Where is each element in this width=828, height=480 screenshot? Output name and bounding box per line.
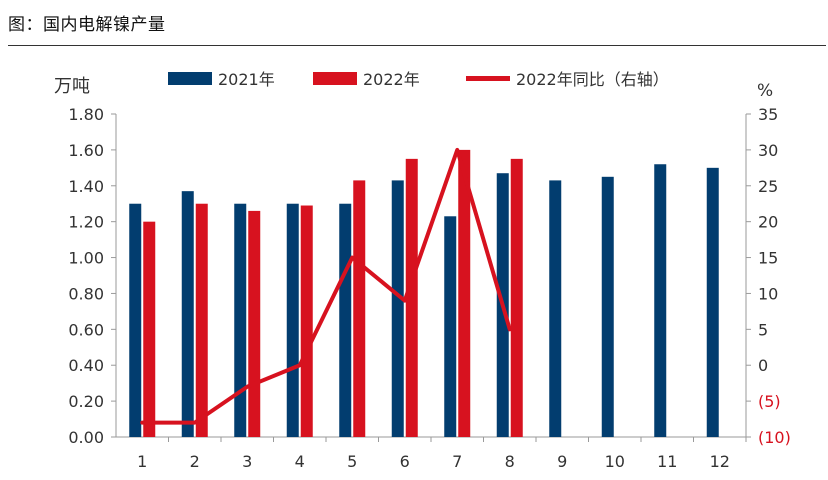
- x-tick-label: 9: [557, 452, 567, 471]
- x-tick-label: 6: [400, 452, 410, 471]
- right-tick-label: 25: [758, 177, 778, 196]
- left-tick-label: 1.00: [68, 249, 104, 268]
- bar-2021: [444, 216, 457, 437]
- bar-2021: [181, 191, 194, 437]
- right-tick-label: (10): [758, 428, 791, 447]
- bar-2021: [286, 203, 299, 437]
- right-tick-label: 0: [758, 356, 768, 375]
- bars: [129, 149, 719, 438]
- legend-label: 2022年同比（右轴）: [516, 70, 669, 89]
- left-tick-label: 0.40: [68, 356, 104, 375]
- legend-swatch: [466, 76, 510, 81]
- left-tick-label: 0.00: [68, 428, 104, 447]
- x-tick-label: 7: [452, 452, 462, 471]
- bar-2021: [601, 176, 614, 438]
- legend: 2021年 2022年 2022年同比（右轴）: [168, 70, 669, 89]
- x-tick-label: 4: [295, 452, 305, 471]
- bar-2022: [405, 158, 418, 437]
- right-tick-label: 10: [758, 284, 778, 303]
- left-tick-label: 1.80: [68, 105, 104, 124]
- legend-label: 2021年: [218, 70, 275, 89]
- x-tick-label: 10: [605, 452, 625, 471]
- bar-2022: [195, 203, 208, 437]
- left-tick-label: 0.80: [68, 284, 104, 303]
- bar-2022: [353, 180, 366, 437]
- yoy-line-path: [140, 147, 512, 425]
- bar-2021: [234, 203, 247, 437]
- right-tick-label: (5): [758, 392, 781, 411]
- right-tick-label: 35: [758, 105, 778, 124]
- y-right-label: %: [757, 81, 773, 101]
- bar-2021: [549, 180, 562, 437]
- bar-2021: [706, 167, 719, 438]
- title-divider: [8, 45, 826, 46]
- y-left-label: 万吨: [54, 76, 90, 97]
- bar-2022: [458, 149, 471, 437]
- x-tick-label: 5: [347, 452, 357, 471]
- x-tick-label: 12: [710, 452, 730, 471]
- right-tick-label: 15: [758, 249, 778, 268]
- bar-2021: [339, 203, 352, 437]
- left-tick-label: 0.60: [68, 320, 104, 339]
- axes: 0.00 0.20 0.40 0.60 0.80 1.00 1.20 1.40 1.60 1.80…: [54, 76, 791, 471]
- bar-2021: [654, 164, 667, 437]
- x-tick-label: 8: [505, 452, 515, 471]
- bar-2022: [143, 221, 156, 437]
- bar-2022: [510, 158, 523, 437]
- x-tick-label: 11: [657, 452, 677, 471]
- yoy-line: [140, 147, 512, 425]
- bar-2021: [129, 203, 142, 437]
- x-tick-label: 2: [190, 452, 200, 471]
- legend-swatch: [168, 72, 212, 85]
- legend-label: 2022年: [363, 70, 420, 89]
- right-tick-label: 20: [758, 213, 778, 232]
- bar-2022: [300, 205, 313, 437]
- left-tick-label: 1.60: [68, 141, 104, 160]
- bar-2021: [391, 180, 404, 437]
- right-tick-label: 30: [758, 141, 778, 160]
- right-tick-label: 5: [758, 320, 768, 339]
- bar-2022: [248, 210, 261, 437]
- legend-swatch: [313, 72, 357, 85]
- left-tick-label: 0.20: [68, 392, 104, 411]
- left-tick-label: 1.20: [68, 213, 104, 232]
- x-tick-label: 1: [137, 452, 147, 471]
- x-tick-label: 3: [242, 452, 252, 471]
- figure-title: 图：国内电解镍产量: [8, 15, 166, 35]
- left-tick-label: 1.40: [68, 177, 104, 196]
